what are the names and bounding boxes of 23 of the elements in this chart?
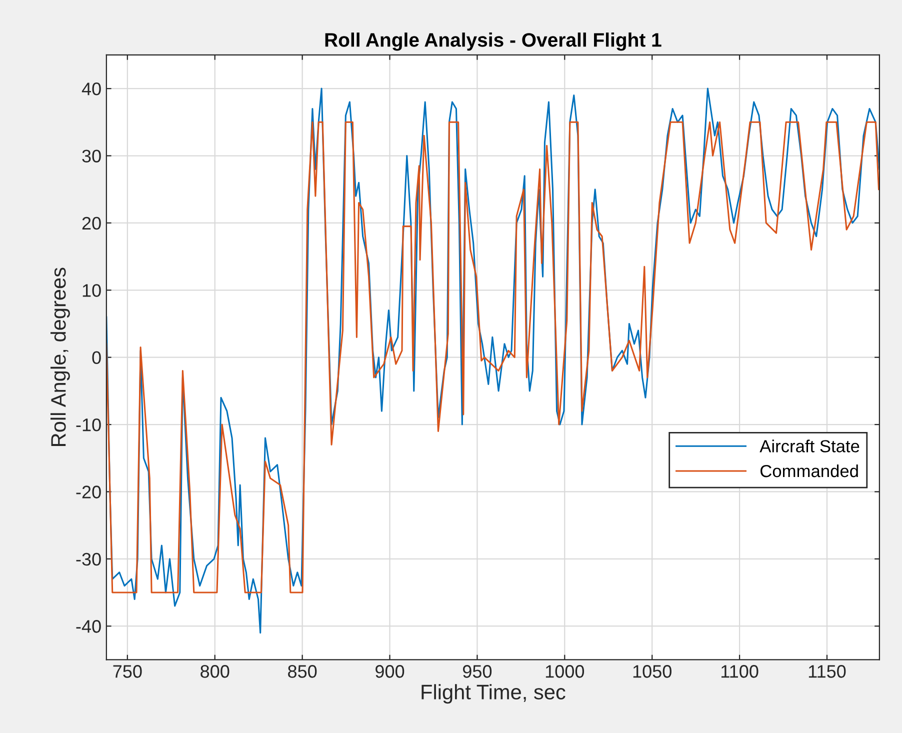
y-tick-label: -40 <box>76 620 101 633</box>
y-axis-title: Roll Angle, degrees <box>50 268 70 446</box>
y-tick-label: -30 <box>76 552 101 566</box>
x-tick-label: 1100 <box>722 665 758 678</box>
x-tick-label: 750 <box>113 665 142 678</box>
legend-label: Commanded <box>760 464 858 478</box>
y-tick-label: -10 <box>76 418 101 432</box>
x-tick-label: 900 <box>376 665 404 678</box>
x-tick-label: 850 <box>288 665 317 678</box>
y-tick-label: 0 <box>92 351 101 364</box>
chart-title: Roll Angle Analysis - Overall Flight 1 <box>325 32 662 51</box>
y-tick-label: 40 <box>82 82 101 96</box>
x-tick-label: 800 <box>200 665 230 678</box>
y-tick-label: -20 <box>76 486 101 498</box>
legend-label: Aircraft State <box>760 440 860 452</box>
x-tick-label: 950 <box>462 665 492 678</box>
y-tick-label: 20 <box>82 216 101 230</box>
x-tick-label: 1000 <box>546 665 584 678</box>
x-tick-label: 1150 <box>808 665 846 678</box>
y-tick-label: 10 <box>82 284 101 297</box>
x-axis-title: Flight Time, sec <box>422 684 566 704</box>
y-tick-label: 30 <box>82 150 101 162</box>
x-tick-label: 1050 <box>633 665 672 678</box>
